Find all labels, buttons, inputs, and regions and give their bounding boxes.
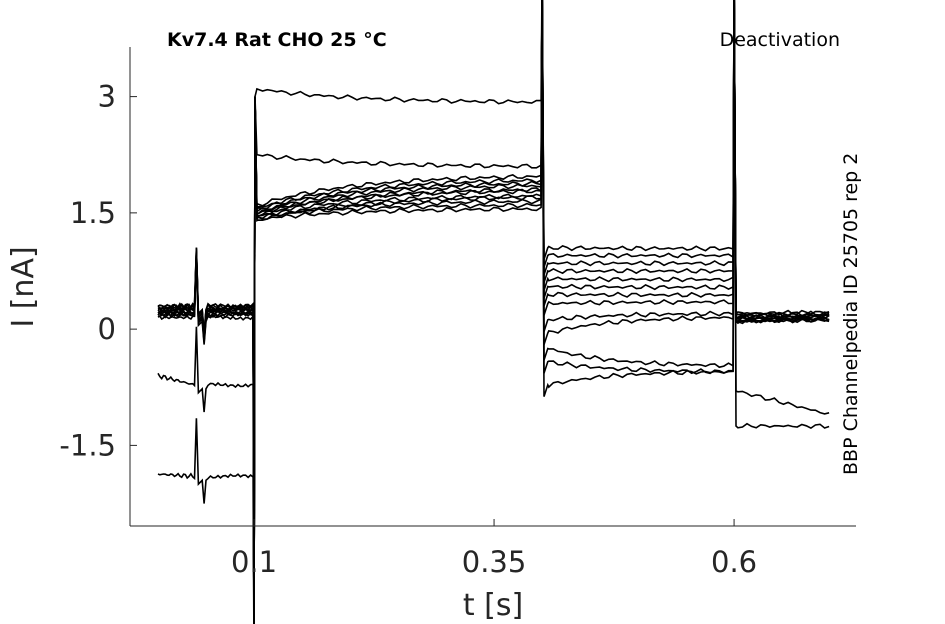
x-tick-label: 0.6 [711, 545, 757, 579]
y-tick-label: -1.5 [59, 428, 116, 462]
side-label: BBP Channelpedia ID 25705 rep 2 [840, 153, 862, 475]
trace-11 [157, 0, 830, 624]
y-tick-label: 0 [98, 312, 116, 346]
trace-4 [157, 0, 830, 624]
y-axis-label: I [nA] [6, 246, 41, 327]
y-tick-label: 1.5 [70, 196, 116, 230]
trace-1 [157, 0, 830, 624]
y-tick-label: 3 [98, 80, 116, 114]
traces [157, 0, 830, 624]
trace-13 [157, 0, 830, 624]
trace-8 [157, 0, 830, 624]
ticks: 0.1 0.35 0.6 3 1.5 0 -1.5 [59, 80, 757, 579]
trace-10 [157, 0, 830, 624]
trace-6 [157, 0, 830, 624]
x-tick-label: 0.1 [231, 545, 277, 579]
trace-3 [157, 0, 830, 624]
trace-9 [157, 0, 830, 624]
protocol-label: Deactivation [720, 29, 840, 51]
chart-title: Kv7.4 Rat CHO 25 °C [167, 29, 387, 51]
x-axis-label: t [s] [463, 588, 523, 623]
x-tick-label: 0.35 [462, 545, 527, 579]
